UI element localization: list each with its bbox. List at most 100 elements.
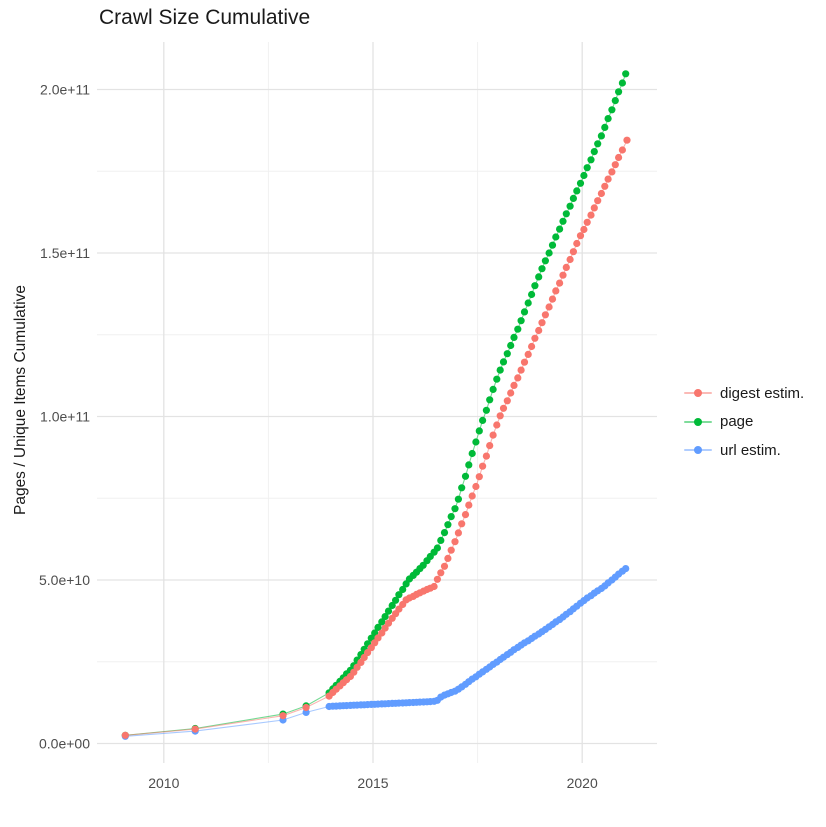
data-point-page (548, 241, 557, 249)
legend-item-page: page (684, 408, 804, 437)
data-point-digest-estim (594, 197, 602, 205)
data-point-digest-estim (507, 389, 515, 397)
data-point-page (437, 536, 445, 545)
series-url-estim (121, 565, 630, 740)
data-point-digest-estim (121, 731, 129, 739)
data-point-digest-estim (433, 575, 441, 583)
data-point-page (433, 544, 441, 552)
x-tick-label: 2020 (567, 775, 598, 791)
axis-tick-labels: 0.0e+00 5.0e+10 1.0e+11 1.5e+11 2.0e+11 2010 2… (39, 82, 598, 792)
data-point-digest-estim (541, 311, 550, 319)
data-point-page (482, 406, 490, 414)
data-point-page (590, 148, 598, 156)
data-point-page (514, 325, 522, 333)
data-point-digest-estim (528, 342, 536, 351)
legend-label: page (720, 413, 754, 431)
y-tick-label: 2.0e+11 (40, 82, 90, 98)
data-point-page (562, 210, 570, 218)
data-point-page (608, 106, 616, 114)
data-point-digest-estim (608, 168, 616, 176)
data-point-digest-estim (559, 271, 567, 279)
data-point-digest-estim (535, 326, 543, 335)
data-point-page (541, 257, 550, 265)
data-point-digest-estim (566, 255, 574, 264)
data-point-page (486, 396, 494, 404)
data-point-digest-estim (623, 136, 631, 144)
data-point-digest-estim (472, 482, 480, 491)
data-point-page (475, 427, 483, 435)
legend: digest estim. page url estim. (684, 379, 804, 465)
data-point-page (388, 601, 396, 610)
data-point-page (479, 416, 487, 424)
legend-key-icon (684, 444, 712, 456)
data-point-digest-estim (479, 462, 487, 470)
data-point-page (524, 299, 532, 307)
data-point-digest-estim (562, 263, 570, 271)
x-tick-label: 2010 (148, 775, 179, 791)
data-point-page (545, 249, 553, 257)
data-point-page (499, 358, 508, 366)
data-point-digest-estim (576, 232, 585, 240)
data-point-page (569, 194, 578, 202)
x-tick-label: 2015 (357, 775, 388, 791)
series-page (121, 70, 630, 739)
data-point-digest-estim (499, 404, 508, 412)
y-tick-label: 5.0e+10 (39, 572, 90, 588)
data-point-page (583, 164, 591, 172)
data-point-page (395, 591, 403, 599)
data-point-digest-estim (587, 211, 595, 219)
data-point-page (496, 366, 504, 374)
data-point-page (392, 596, 400, 604)
legend-dot-icon (694, 417, 702, 426)
legend-key-icon (684, 387, 712, 399)
data-point-digest-estim (430, 582, 438, 591)
data-point-page (520, 308, 529, 316)
data-point-digest-estim (556, 279, 564, 287)
data-point-page (489, 385, 497, 393)
data-point-page (597, 132, 606, 140)
data-point-page (465, 461, 473, 469)
data-point-page (535, 273, 543, 281)
data-point-digest-estim (548, 295, 557, 303)
data-point-digest-estim (489, 431, 497, 439)
data-point-page (468, 449, 476, 458)
chart-title: Crawl Size Cumulative (99, 6, 311, 29)
data-point-digest-estim (440, 562, 449, 570)
legend-dot-icon (694, 389, 702, 398)
data-point-page (444, 521, 452, 529)
data-point-page (538, 265, 546, 273)
data-point-digest-estim (461, 510, 470, 519)
data-point-digest-estim (493, 421, 501, 429)
data-point-page (493, 375, 501, 383)
data-point-digest-estim (475, 473, 483, 481)
legend-label: digest estim. (720, 384, 805, 402)
data-point-page (454, 495, 462, 503)
series-line-url-estim (125, 568, 627, 737)
data-point-digest-estim (601, 182, 609, 190)
data-point-digest-estim (552, 287, 560, 295)
data-point-digest-estim (503, 397, 511, 405)
data-point-digest-estim (465, 501, 473, 509)
data-point-page (517, 317, 525, 325)
data-point-page (507, 341, 515, 350)
legend-item-url-estim: url estim. (684, 436, 804, 465)
data-point-page (458, 484, 466, 492)
data-point-page (440, 529, 449, 537)
data-point-page (399, 585, 407, 594)
legend-label: url estim. (720, 441, 781, 459)
data-point-digest-estim (374, 634, 382, 642)
data-point-page (576, 179, 585, 187)
data-point-digest-estim (531, 334, 539, 342)
data-point-page (604, 115, 612, 123)
data-point-digest-estim (597, 189, 606, 198)
legend-item-digest-estim: digest estim. (684, 379, 804, 408)
data-point-page (556, 225, 564, 233)
data-point-digest-estim (451, 538, 459, 546)
data-point-page (531, 282, 539, 290)
data-point-digest-estim (618, 146, 627, 154)
y-tick-label: 1.5e+11 (40, 245, 90, 261)
data-point-digest-estim (583, 218, 591, 226)
data-point-digest-estim (538, 319, 546, 327)
